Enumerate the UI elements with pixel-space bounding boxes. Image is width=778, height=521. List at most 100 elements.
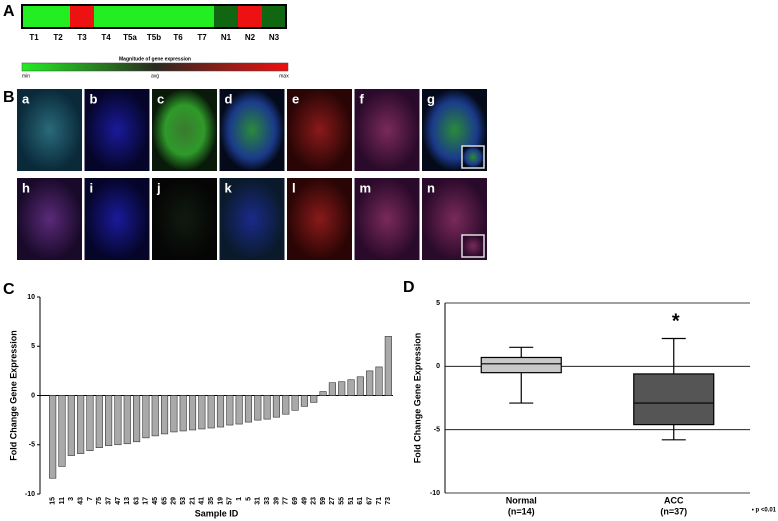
column-label: T5a xyxy=(123,33,137,42)
bar xyxy=(338,381,346,396)
x-axis-label: Sample ID xyxy=(195,508,239,518)
x-tick-label: 17 xyxy=(143,497,150,505)
bar xyxy=(235,395,243,425)
tile-label: e xyxy=(292,91,299,106)
tile-label: f xyxy=(360,91,365,106)
sample-size: (n=14) xyxy=(508,506,535,516)
micrograph xyxy=(84,89,150,171)
column-label: N2 xyxy=(245,33,256,42)
micrograph xyxy=(287,89,352,171)
column-label: T5b xyxy=(147,33,161,42)
micrograph xyxy=(219,178,285,260)
tile-label: d xyxy=(225,91,233,106)
bar xyxy=(114,395,122,446)
micrograph xyxy=(84,178,150,260)
colorbar-tick-label: min xyxy=(22,73,30,79)
colorbar-tick-label: avg xyxy=(151,73,159,79)
bar xyxy=(216,395,225,428)
micrograph xyxy=(354,89,420,171)
bar xyxy=(179,395,187,432)
x-tick-label: 1 xyxy=(236,497,243,501)
x-tick-label: ACC xyxy=(664,495,684,505)
bar xyxy=(49,395,57,479)
tile-label: b xyxy=(90,91,98,106)
heatmap-cell xyxy=(118,5,142,28)
y-tick-label: 0 xyxy=(436,363,440,370)
panel-label: D xyxy=(403,279,415,296)
y-tick-label: 5 xyxy=(436,300,440,307)
tile-label: m xyxy=(360,180,372,195)
bar xyxy=(310,395,318,403)
bar xyxy=(319,391,327,396)
bar xyxy=(160,395,169,435)
micrograph xyxy=(354,178,420,260)
bar xyxy=(105,395,113,447)
x-tick-label: 57 xyxy=(227,497,234,505)
micrograph xyxy=(17,178,82,260)
x-tick-label: 47 xyxy=(115,497,122,505)
x-tick-label: 61 xyxy=(357,497,364,505)
x-tick-label: 33 xyxy=(264,497,271,505)
colorbar-tick-label: max xyxy=(279,73,289,79)
bar xyxy=(86,395,94,451)
tile-label: i xyxy=(90,180,94,195)
colorbar xyxy=(21,62,289,72)
y-tick-label: -10 xyxy=(430,490,440,497)
x-tick-label: 55 xyxy=(339,497,346,505)
bar xyxy=(77,395,85,454)
x-tick-label: 53 xyxy=(180,497,187,505)
x-tick-label: 51 xyxy=(348,497,355,505)
column-label: T1 xyxy=(29,33,39,42)
heatmap-cell xyxy=(46,5,70,28)
bar xyxy=(347,379,355,396)
x-tick-label: 27 xyxy=(329,497,336,505)
bar xyxy=(95,395,103,449)
x-tick-label: 49 xyxy=(301,497,308,505)
box xyxy=(480,356,562,374)
bar xyxy=(366,370,374,396)
x-tick-label: 37 xyxy=(105,497,112,505)
x-tick-label: 67 xyxy=(367,497,374,505)
x-tick-label: 3 xyxy=(68,497,75,501)
tile-label: j xyxy=(156,180,161,195)
micrograph xyxy=(152,178,217,260)
bar xyxy=(226,395,234,426)
x-tick-label: 19 xyxy=(217,497,224,505)
y-axis-label: Fold Change Gene Expression xyxy=(8,330,18,461)
column-label: T7 xyxy=(197,33,207,42)
heatmap-cell xyxy=(70,5,94,28)
x-tick-label: 63 xyxy=(133,497,140,505)
heatmap-cell xyxy=(190,5,214,28)
bar xyxy=(272,395,281,418)
tile-label: h xyxy=(22,180,30,195)
y-tick-label: -5 xyxy=(29,442,35,449)
x-tick-label: 65 xyxy=(161,497,168,505)
x-tick-label: 31 xyxy=(255,497,262,505)
x-tick-label: 41 xyxy=(199,497,206,505)
inset xyxy=(461,234,485,258)
footnote: • p <0.01 xyxy=(752,508,777,514)
bar xyxy=(198,395,206,430)
bar xyxy=(133,395,141,443)
bar xyxy=(170,395,178,433)
y-tick-label: -10 xyxy=(25,491,35,498)
x-tick-label: 23 xyxy=(311,497,318,505)
bar xyxy=(67,395,75,456)
x-tick-label: 71 xyxy=(376,497,383,505)
column-label: T6 xyxy=(173,33,183,42)
y-tick-label: 0 xyxy=(31,392,35,399)
y-tick-label: 5 xyxy=(31,343,35,350)
x-tick-label: 77 xyxy=(283,497,290,505)
heatmap-cell xyxy=(142,5,166,28)
x-tick-label: Normal xyxy=(506,495,537,505)
significance-mark: * xyxy=(672,311,680,333)
bar xyxy=(207,395,215,429)
x-tick-label: 75 xyxy=(96,497,103,505)
colorbar-title: Magnitude of gene expression xyxy=(119,56,191,62)
x-tick-label: 59 xyxy=(320,497,327,505)
tile-label: c xyxy=(157,91,164,106)
sample-size: (n=37) xyxy=(660,506,687,516)
panel-label: A xyxy=(3,3,15,20)
panel-label: C xyxy=(3,281,15,298)
